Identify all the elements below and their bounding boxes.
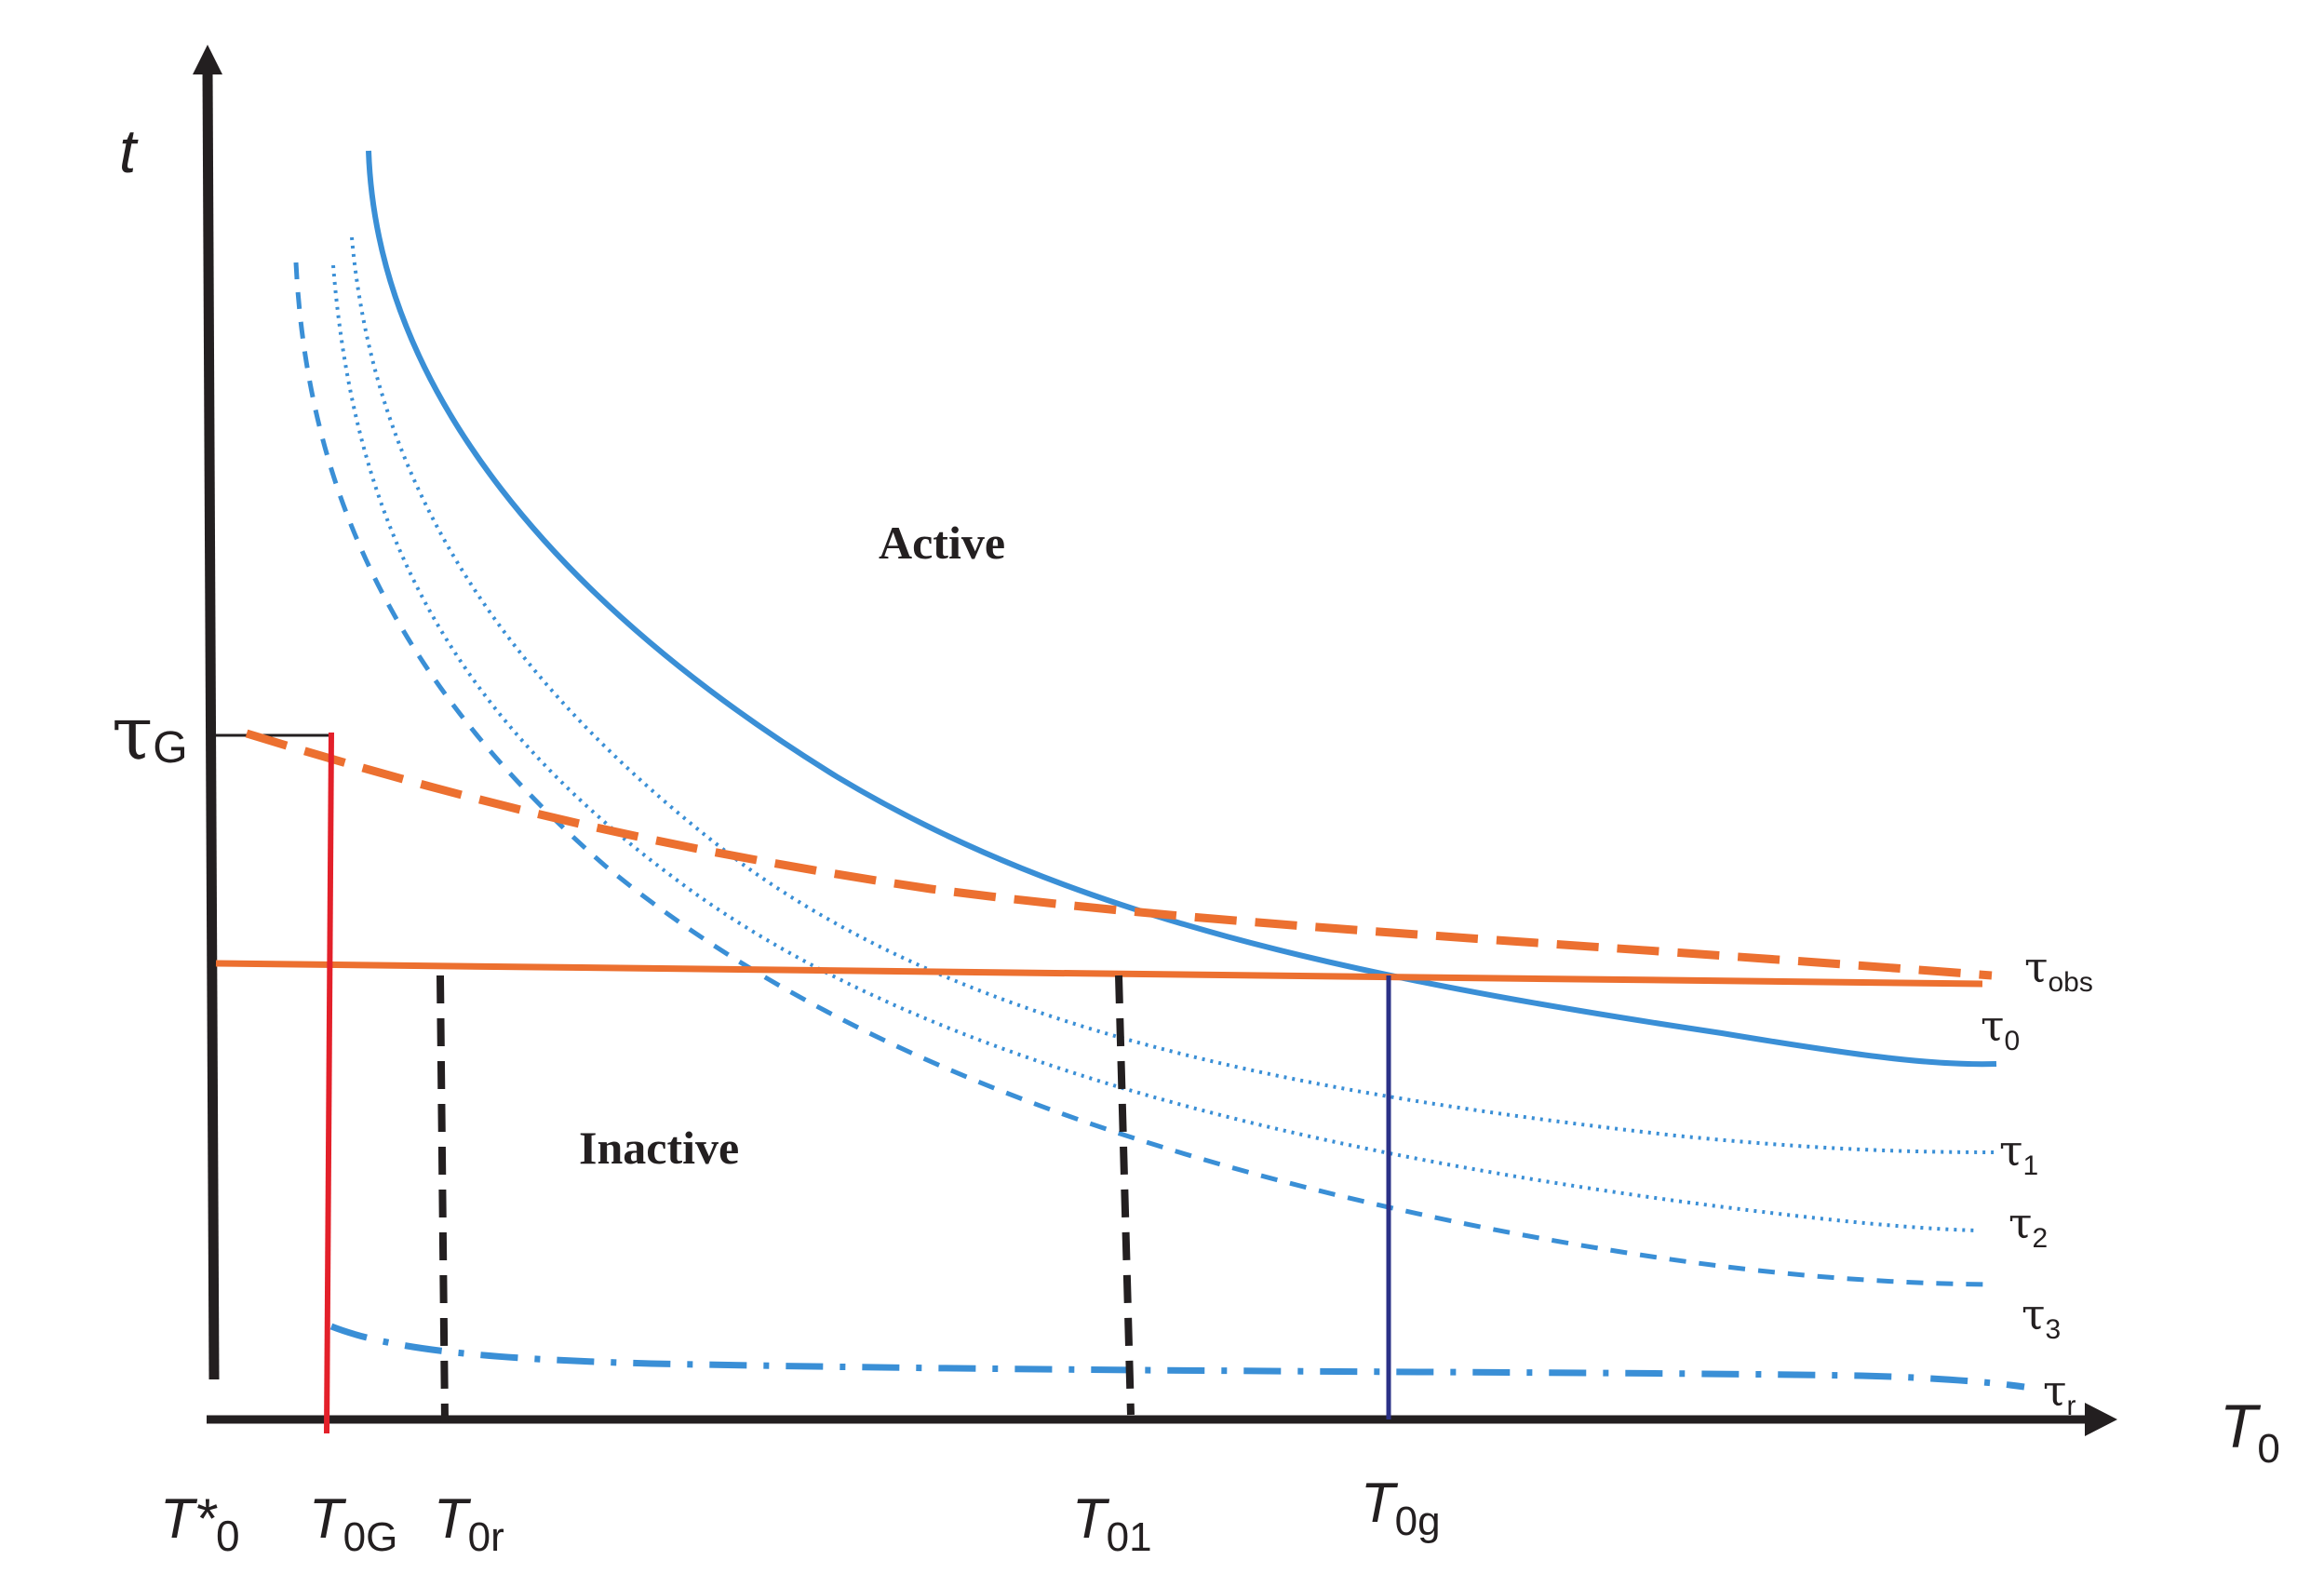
label-tau0: τ0 xyxy=(1981,1001,2020,1056)
y-axis-label: t xyxy=(119,116,139,185)
x-axis-label: T0 xyxy=(2220,1392,2280,1472)
y-axis-arrowhead xyxy=(193,45,222,74)
inactive-region-label: Inactive xyxy=(579,1122,739,1174)
curve-tau-r xyxy=(329,1323,2025,1391)
label-tau1: τ1 xyxy=(1999,1125,2038,1181)
curve-tau-obs xyxy=(245,729,1993,980)
curve-tau0 xyxy=(366,150,1997,1068)
active-region-label: Active xyxy=(879,517,1005,569)
label-tau3: τ3 xyxy=(2022,1289,2061,1345)
tick-t-star-0: T*0 xyxy=(160,1487,240,1560)
red-line-t0g xyxy=(324,732,334,1434)
tick-t0g-upper: T0G xyxy=(309,1487,397,1560)
orange-level-line xyxy=(215,960,1983,988)
label-tau-obs: τobs xyxy=(2024,942,2093,998)
tick-t0g-lower: T0g xyxy=(1361,1472,1441,1544)
dashed-line-t01 xyxy=(1115,975,1135,1416)
dashed-line-t0r xyxy=(437,975,449,1423)
y-axis xyxy=(202,69,220,1380)
curve-tau3 xyxy=(293,262,1988,1287)
tau-g-label: τG xyxy=(112,690,188,776)
x-axis-arrowhead xyxy=(2085,1403,2117,1436)
tick-t0r: T0r xyxy=(434,1487,504,1560)
label-tau-r: τr xyxy=(2043,1365,2075,1421)
tick-t01: T01 xyxy=(1072,1487,1152,1560)
curve-tau2 xyxy=(331,264,1979,1232)
label-tau2: τ2 xyxy=(2008,1198,2048,1254)
curve-tau1 xyxy=(350,236,1997,1154)
